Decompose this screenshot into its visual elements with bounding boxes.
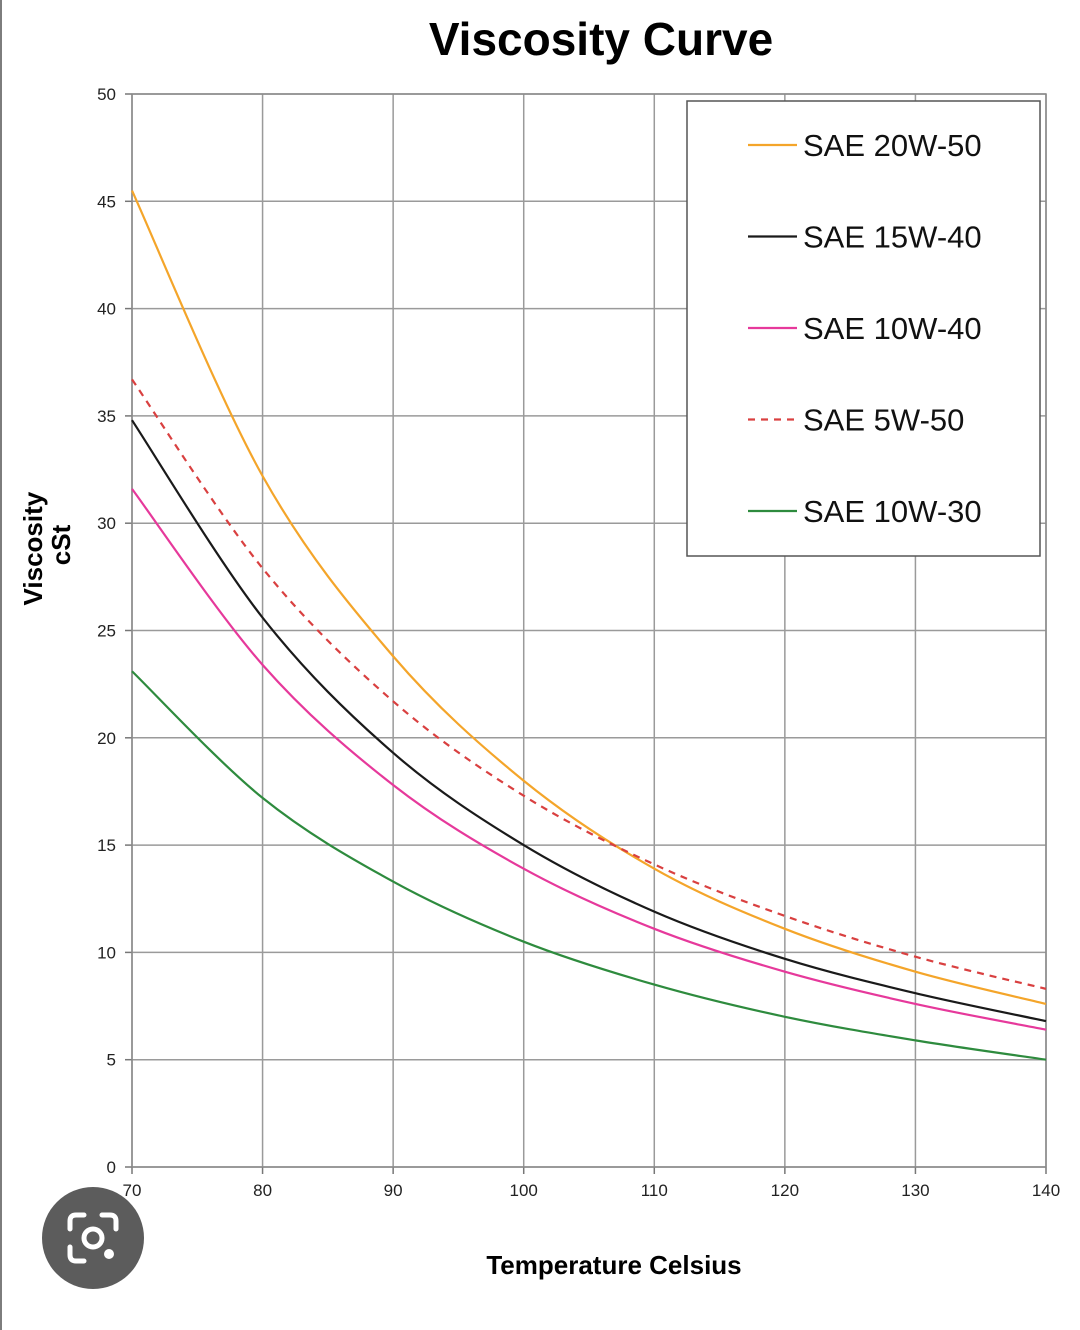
series-line-sae-20w-50 bbox=[130, 190, 1047, 1005]
series-line-sae-10w-40 bbox=[131, 488, 1047, 1031]
chart-title: Viscosity Curve bbox=[429, 13, 773, 65]
legend-entry: SAE 10W-40 bbox=[803, 311, 982, 346]
y-tick-label: 15 bbox=[97, 836, 116, 855]
plot-frame bbox=[131, 93, 1047, 1168]
x-tick-label: 80 bbox=[253, 1181, 272, 1200]
camera-lens-icon bbox=[67, 1212, 119, 1264]
y-axis-title: Viscosity cSt bbox=[18, 485, 76, 606]
legend-entry: SAE 10W-30 bbox=[803, 494, 982, 529]
y-axis-title-line-2: cSt bbox=[46, 524, 76, 565]
legend-box bbox=[686, 100, 1041, 557]
series-line-sae-15w-40 bbox=[131, 419, 1047, 1023]
y-tick-label: 5 bbox=[107, 1051, 116, 1070]
x-tick-label: 140 bbox=[1032, 1181, 1060, 1200]
y-tick-label: 10 bbox=[97, 943, 116, 962]
y-tick-label: 25 bbox=[97, 622, 116, 641]
x-tick-label: 110 bbox=[641, 1181, 668, 1200]
y-tick-label: 30 bbox=[97, 514, 116, 533]
legend-entry: SAE 20W-50 bbox=[803, 128, 982, 163]
series-line-sae-5w-50 bbox=[131, 378, 1047, 990]
axes: 70 80 90 100 110 120 130 140 0 5 10 15 20 25 30 35 40 45 5… bbox=[97, 85, 1060, 1200]
x-tick-label: 100 bbox=[510, 1181, 538, 1200]
y-tick-label: 20 bbox=[97, 729, 116, 748]
y-tick-label: 35 bbox=[97, 407, 116, 426]
y-tick-label: 50 bbox=[97, 85, 116, 104]
x-tick-label: 130 bbox=[901, 1181, 929, 1200]
x-axis-title: Temperature Celsius bbox=[486, 1250, 741, 1280]
x-tick-label: 90 bbox=[384, 1181, 403, 1200]
y-tick-label: 40 bbox=[97, 300, 116, 319]
legend: SAE 20W-50 SAE 15W-40 SAE 10W-40 SAE 5W-50 S… bbox=[686, 100, 1041, 557]
legend-entry: SAE 15W-40 bbox=[803, 220, 982, 255]
legend-entry: SAE 5W-50 bbox=[803, 403, 964, 438]
y-axis-title-line-1: Viscosity bbox=[18, 491, 48, 605]
x-tick-label: 120 bbox=[771, 1181, 799, 1200]
series-line-sae-10w-30 bbox=[131, 670, 1047, 1061]
y-tick-label: 45 bbox=[97, 192, 116, 211]
x-tick-label: 70 bbox=[123, 1181, 142, 1200]
series-lines bbox=[130, 190, 1047, 1061]
lens-button[interactable] bbox=[42, 1187, 144, 1289]
y-tick-label: 0 bbox=[107, 1158, 116, 1177]
